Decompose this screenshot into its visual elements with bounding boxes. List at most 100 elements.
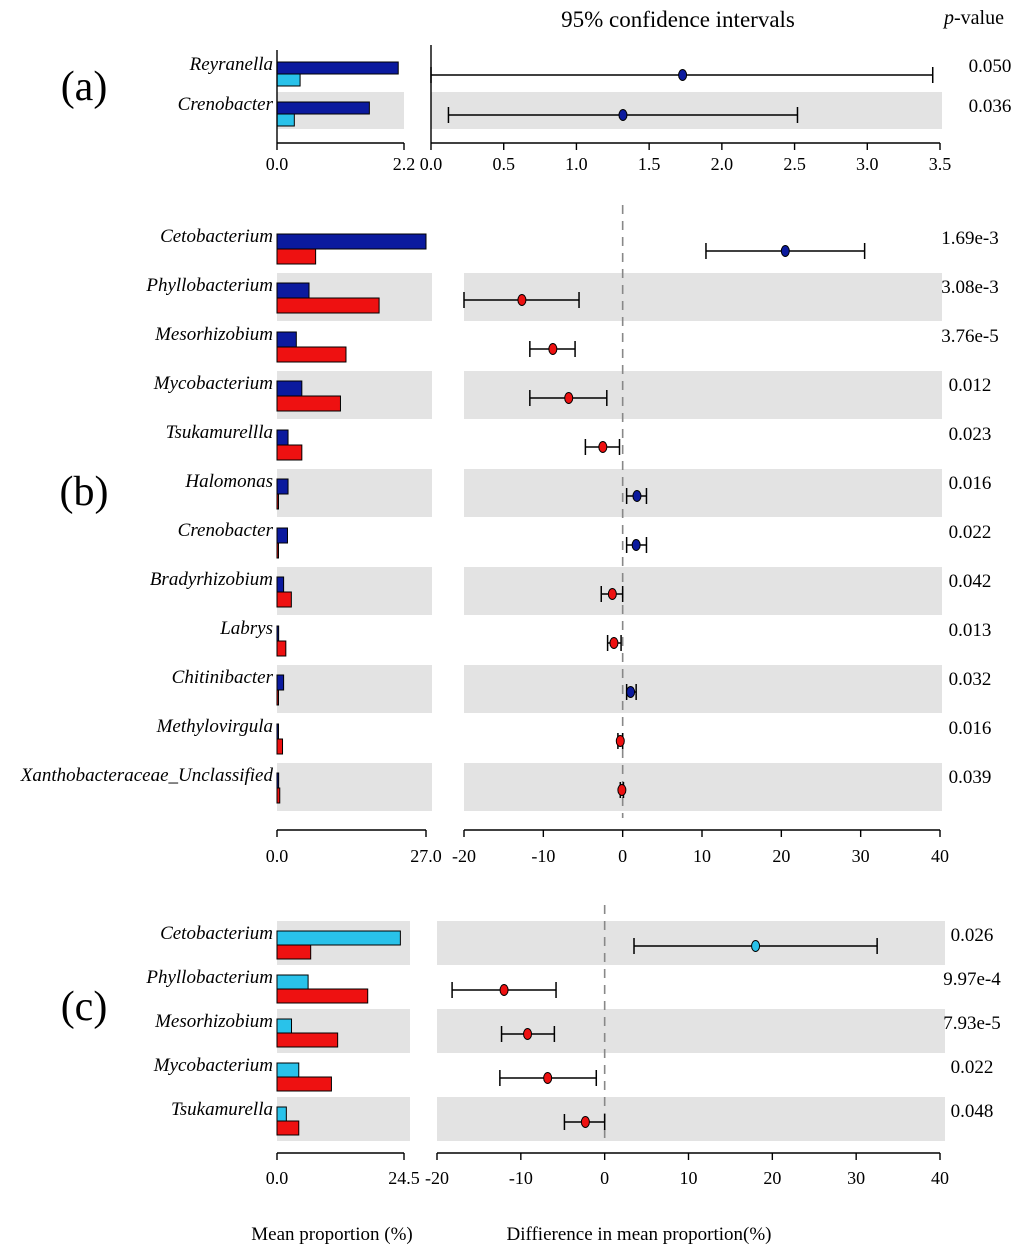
taxon-label: Bradyrhizobium [150, 569, 273, 590]
panel-letter: (a) [61, 64, 108, 110]
taxon-label: Tsukamurella [171, 1099, 273, 1120]
mean-bar-group2 [276, 640, 287, 657]
mean-axis-tick-label: 27.0 [410, 846, 442, 866]
row-band-left [277, 665, 432, 713]
p-value: 3.76e-5 [941, 326, 999, 347]
difference-axis-tick-label: 0.0 [420, 154, 443, 174]
difference-point [617, 784, 627, 796]
difference-point [564, 392, 574, 404]
taxon-label: Mycobacterium [153, 373, 273, 394]
panel-b: (b) Cetobacterium 1.69e-3 Phyllobacterium 3.… [20, 205, 999, 866]
difference-point [626, 686, 636, 698]
row-band-left [277, 469, 432, 517]
p-value: 3.08e-3 [941, 277, 999, 298]
row-band-right [464, 665, 942, 713]
mean-bar-group1 [276, 625, 280, 642]
mean-axis-tick-label: 2.2 [393, 154, 416, 174]
mean-bar-group2 [276, 297, 380, 314]
mean-axis-tick-label: 0.0 [266, 154, 289, 174]
mean-bar-group2 [276, 1076, 332, 1092]
mean-bar-group2 [276, 988, 369, 1004]
mean-bar-group1 [276, 331, 297, 348]
difference-point [618, 109, 628, 121]
difference-axis-tick-label: -10 [531, 846, 555, 866]
difference-axis-tick-label: 0 [600, 1168, 609, 1188]
mean-bar-group1 [276, 380, 303, 397]
difference-point [609, 637, 619, 649]
mean-bar-group1 [276, 1018, 293, 1034]
mean-bar-group2 [276, 944, 312, 960]
taxon-label: Cetobacterium [160, 226, 273, 247]
mean-bar-group2 [276, 73, 301, 87]
taxon-label: Phyllobacterium [145, 967, 273, 988]
mean-bar-group1 [276, 1062, 300, 1078]
taxon-label: Crenobacter [178, 94, 274, 115]
row-band-right [437, 1009, 945, 1053]
mean-bar-group1 [276, 576, 285, 593]
taxon-label: Crenobacter [178, 520, 274, 541]
difference-axis-tick-label: 30 [847, 1168, 865, 1188]
row-band-right [431, 92, 942, 129]
taxon-label: Mycobacterium [153, 1055, 273, 1076]
difference-axis-tick-label: 3.0 [856, 154, 879, 174]
p-value: 0.012 [949, 375, 992, 396]
difference-point [523, 1028, 533, 1040]
mean-axis-tick-label: 24.5 [388, 1168, 420, 1188]
difference-axis-tick-label: 40 [931, 1168, 949, 1188]
pvalue-header: p-value [942, 7, 1004, 29]
row-band-right [464, 273, 942, 321]
p-value: 0.032 [949, 669, 992, 690]
taxon-label: Chitinibacter [172, 667, 274, 688]
p-value: 0.039 [949, 767, 992, 788]
p-value: 0.048 [951, 1101, 994, 1122]
difference-axis-tick-label: -20 [452, 846, 476, 866]
difference-point [580, 1116, 590, 1128]
mean-bar-group2 [276, 542, 279, 559]
mean-bar-group2 [276, 787, 281, 804]
row-band-right [464, 469, 942, 517]
difference-axis-tick-label: 40 [931, 846, 949, 866]
row-band-right [464, 567, 942, 615]
p-value: 0.042 [949, 571, 992, 592]
mean-bar-group1 [276, 101, 370, 115]
mean-axis-tick-label: 0.0 [266, 846, 289, 866]
difference-point [548, 343, 558, 355]
difference-point [678, 69, 688, 81]
taxon-label: Mesorhizobium [154, 324, 273, 345]
difference-point [517, 294, 527, 306]
row-band-right [437, 921, 945, 965]
p-value: 0.022 [949, 522, 992, 543]
mean-bar-group2 [276, 591, 292, 608]
taxon-label: Reyranella [189, 54, 273, 75]
difference-point [543, 1072, 553, 1084]
p-value: 1.69e-3 [941, 228, 999, 249]
mean-bar-group2 [276, 346, 347, 363]
mean-bar-group1 [276, 1106, 287, 1122]
mean-bar-group1 [276, 233, 427, 250]
p-value: 0.026 [951, 925, 994, 946]
difference-axis-title: Diffierence in mean proportion(%) [506, 1224, 771, 1245]
difference-point [751, 940, 761, 952]
difference-point [632, 490, 642, 502]
taxon-label: Methylovirgula [156, 716, 273, 737]
difference-point [499, 984, 509, 996]
mean-bar-group2 [276, 113, 295, 127]
mean-bar-group1 [276, 429, 289, 446]
row-band-right [464, 371, 942, 419]
taxon-label: Labrys [219, 618, 273, 639]
mean-bar-group1 [276, 61, 399, 75]
row-band-left [277, 567, 432, 615]
difference-axis-tick-label: -10 [509, 1168, 533, 1188]
mean-bar-group2 [276, 1120, 300, 1136]
difference-axis-tick-label: -20 [425, 1168, 449, 1188]
p-value: 0.036 [969, 96, 1012, 117]
p-value: 0.023 [949, 424, 992, 445]
difference-axis-tick-label: 2.5 [783, 154, 806, 174]
mean-bar-group1 [276, 772, 280, 789]
row-band-left [277, 763, 432, 811]
p-value: 0.013 [949, 620, 992, 641]
mean-bar-group1 [276, 282, 310, 299]
p-value: 0.016 [949, 473, 992, 494]
difference-point [615, 735, 625, 747]
